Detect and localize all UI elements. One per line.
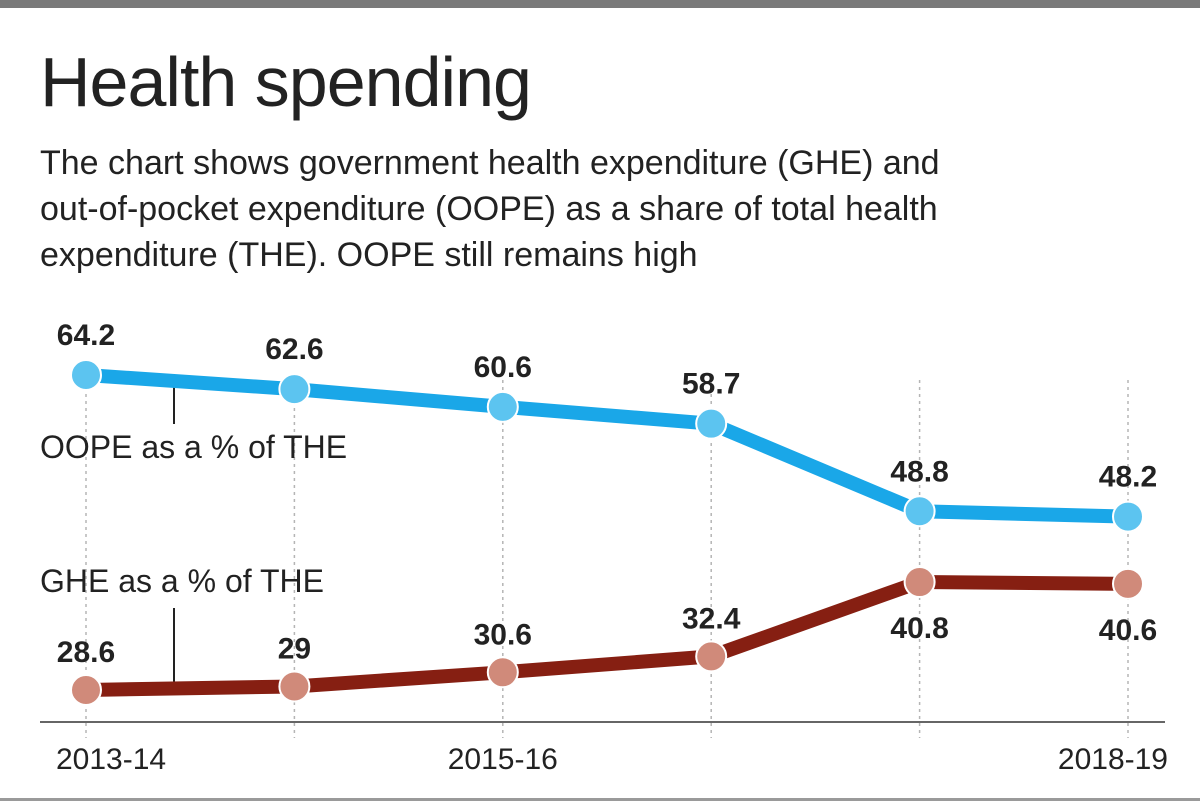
oope-value-label-3: 58.7 [682, 368, 740, 401]
ghe-value-label-3: 32.4 [682, 602, 741, 635]
oope-point-0 [70, 359, 102, 391]
ghe-value-label-4: 40.8 [890, 612, 948, 645]
ghe-point-5 [1112, 567, 1144, 600]
ghe-point-2 [486, 656, 519, 689]
x-tick-label-0: 2013-14 [56, 743, 166, 776]
top-rule [0, 0, 1200, 8]
ghe-point-0 [70, 674, 102, 706]
ghe-point-3 [695, 640, 728, 673]
subtitle-line-3: expenditure (THE). OOPE still remains hi… [40, 236, 698, 274]
oope-series-line [79, 368, 1135, 524]
subtitle-line-2: out-of-pocket expenditure (OOPE) as a sh… [40, 190, 938, 228]
ghe-value-label-2: 30.6 [474, 618, 532, 651]
oope-point-3 [695, 407, 728, 440]
ghe-value-label-1: 29 [278, 632, 311, 665]
oope-value-label-0: 64.2 [57, 319, 115, 352]
bottom-rule [0, 798, 1200, 801]
oope-value-label-4: 48.8 [890, 455, 948, 488]
x-tick-label-5: 2018-19 [1058, 743, 1168, 776]
oope-point-4 [903, 495, 936, 528]
ghe-value-label-0: 28.6 [57, 636, 115, 669]
x-tick-label-2: 2015-16 [448, 743, 558, 776]
ghe-point-4 [903, 566, 936, 599]
ghe-point-1 [278, 670, 311, 703]
ghe-value-label-5: 40.6 [1099, 614, 1157, 647]
chart-title: Health spending [40, 43, 532, 121]
oope-value-label-5: 48.2 [1099, 461, 1157, 494]
oope-point-5 [1112, 500, 1144, 533]
chart-subtitle: The chart shows government health expend… [40, 140, 1160, 278]
oope-point-1 [278, 373, 311, 406]
ghe-series-label: GHE as a % of THE [40, 563, 324, 599]
ghe-series-line [79, 575, 1135, 697]
oope-value-label-1: 62.6 [265, 333, 323, 366]
oope-series-label: OOPE as a % of THE [40, 429, 347, 465]
oope-value-label-2: 60.6 [474, 351, 532, 384]
subtitle-line-1: The chart shows government health expend… [40, 144, 940, 182]
oope-point-2 [486, 390, 519, 423]
